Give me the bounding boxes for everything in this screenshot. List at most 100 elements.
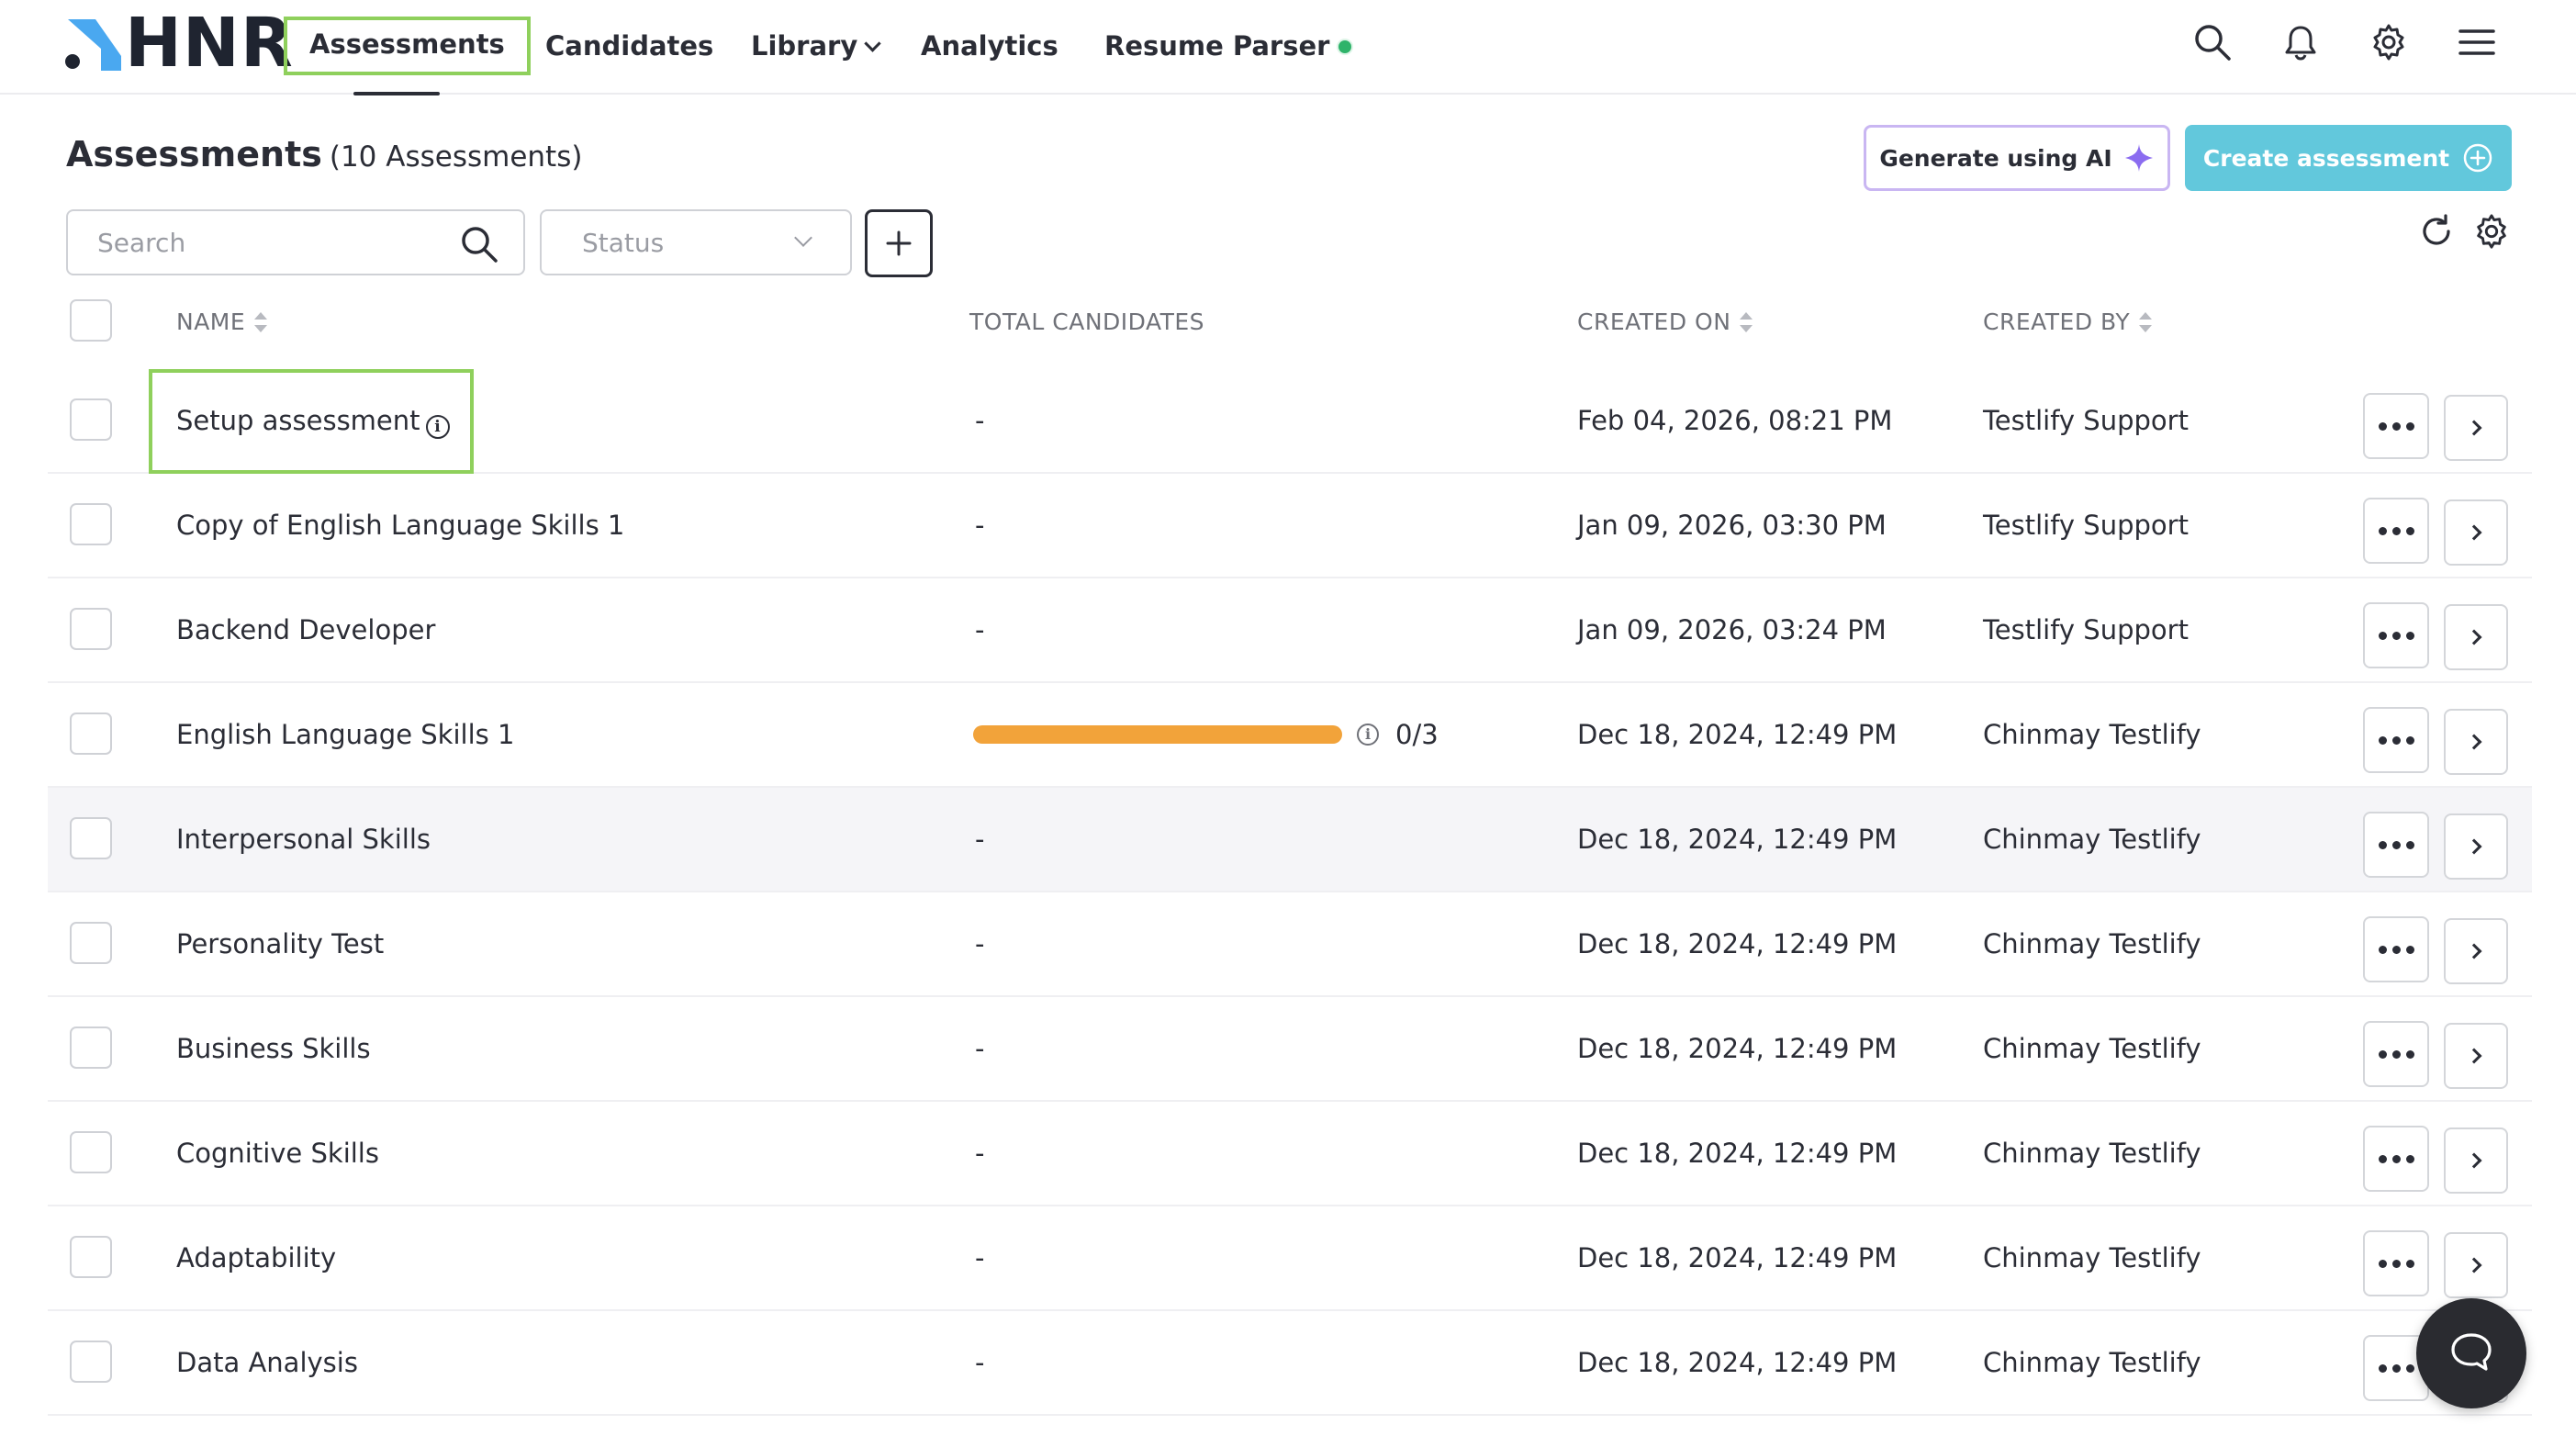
table-row[interactable]: Setup assessment i - Feb 04, 2026, 08:21 … (48, 369, 2532, 474)
chevron-right-icon (2466, 420, 2482, 436)
table-row[interactable]: Cognitive Skills - Dec 18, 2024, 12:49 P… (48, 1102, 2532, 1206)
more-options-button[interactable] (2363, 602, 2429, 668)
support-chat-button[interactable] (2416, 1298, 2526, 1408)
nav-candidates[interactable]: Candidates (545, 30, 714, 62)
search-input[interactable] (97, 227, 446, 258)
page-title-text: Assessments (66, 134, 322, 174)
sort-icon (1740, 312, 1753, 332)
table-row[interactable]: Interpersonal Skills - Dec 18, 2024, 12:… (48, 788, 2532, 892)
more-options-button[interactable] (2363, 916, 2429, 982)
created-by: Chinmay Testlify (1983, 928, 2201, 959)
total-candidates: - (975, 928, 985, 959)
chevron-right-icon (2466, 629, 2482, 645)
more-options-button[interactable] (2363, 707, 2429, 773)
column-name-label: NAME (176, 309, 246, 335)
row-checkbox[interactable] (70, 398, 112, 441)
column-header-total: TOTAL CANDIDATES (969, 309, 1205, 335)
assessment-name[interactable]: Cognitive Skills (176, 1138, 379, 1169)
assessment-name[interactable]: Copy of English Language Skills 1 (176, 510, 625, 541)
progress-bar (973, 725, 1342, 744)
nav-analytics[interactable]: Analytics (921, 30, 1058, 62)
logo-mark-icon (65, 19, 121, 71)
created-by: Testlify Support (1983, 614, 2189, 645)
chevron-right-icon (2466, 734, 2482, 750)
gear-icon[interactable] (2365, 18, 2413, 66)
created-by: Chinmay Testlify (1983, 1347, 2201, 1378)
table-row[interactable]: Backend Developer - Jan 09, 2026, 03:24 … (48, 578, 2532, 683)
row-checkbox[interactable] (70, 1027, 112, 1069)
create-assessment-label: Create assessment (2202, 144, 2450, 172)
info-icon[interactable]: i (425, 415, 450, 439)
row-checkbox[interactable] (70, 1131, 112, 1173)
assessment-name[interactable]: Business Skills (176, 1033, 371, 1064)
column-header-created-by[interactable]: CREATED BY (1983, 309, 2153, 335)
page-title: Assessments (10 Assessments) (66, 134, 582, 174)
row-checkbox[interactable] (70, 922, 112, 964)
assessment-name[interactable]: Personality Test (176, 928, 385, 959)
search-icon[interactable] (459, 224, 499, 264)
open-assessment-button[interactable] (2444, 1232, 2508, 1298)
logo[interactable]: HNR (64, 9, 294, 77)
table-row[interactable]: Business Skills - Dec 18, 2024, 12:49 PM… (48, 997, 2532, 1102)
table-row[interactable]: Copy of English Language Skills 1 - Jan … (48, 474, 2532, 578)
create-assessment-button[interactable]: Create assessment (2185, 125, 2512, 191)
assessment-name[interactable]: Setup assessment i (176, 369, 450, 472)
column-header-name[interactable]: NAME (176, 309, 268, 335)
more-options-button[interactable] (2363, 1126, 2429, 1192)
more-options-button[interactable] (2363, 1230, 2429, 1296)
table-row[interactable]: English Language Skills 1 i 0/3 Dec 18, … (48, 683, 2532, 788)
open-assessment-button[interactable] (2444, 1127, 2508, 1194)
open-assessment-button[interactable] (2444, 604, 2508, 670)
bell-icon[interactable] (2277, 18, 2324, 66)
table-settings-icon[interactable] (2470, 209, 2514, 253)
more-options-button[interactable] (2363, 393, 2429, 459)
menu-icon[interactable] (2453, 18, 2501, 66)
status-select[interactable]: Status (540, 209, 852, 275)
nav-assessments[interactable]: Assessments (284, 17, 531, 75)
row-checkbox[interactable] (70, 608, 112, 650)
open-assessment-button[interactable] (2444, 918, 2508, 984)
more-options-button[interactable] (2363, 498, 2429, 564)
table-row[interactable]: Personality Test - Dec 18, 2024, 12:49 P… (48, 892, 2532, 997)
created-on: Feb 04, 2026, 08:21 PM (1577, 405, 1893, 436)
row-checkbox[interactable] (70, 712, 112, 755)
nav-library[interactable]: Library (751, 18, 881, 73)
plus-icon (886, 230, 912, 256)
assessment-name[interactable]: Data Analysis (176, 1347, 358, 1378)
progress-count: 0/3 (1395, 719, 1439, 750)
open-assessment-button[interactable] (2444, 709, 2508, 775)
total-candidates: - (975, 1242, 985, 1273)
row-checkbox[interactable] (70, 503, 112, 545)
assessment-name[interactable]: Backend Developer (176, 614, 436, 645)
chevron-right-icon (2466, 524, 2482, 541)
column-created-by-label: CREATED BY (1983, 309, 2131, 335)
more-options-button[interactable] (2363, 1021, 2429, 1087)
open-assessment-button[interactable] (2444, 813, 2508, 880)
total-candidates: - (975, 1033, 985, 1064)
column-header-created-on[interactable]: CREATED ON (1577, 309, 1753, 335)
open-assessment-button[interactable] (2444, 395, 2508, 461)
nav-resume-parser[interactable]: Resume Parser (1104, 18, 1352, 73)
row-checkbox[interactable] (70, 1341, 112, 1383)
assessment-name[interactable]: English Language Skills 1 (176, 719, 515, 750)
open-assessment-button[interactable] (2444, 1023, 2508, 1089)
row-checkbox[interactable] (70, 817, 112, 859)
assessment-name[interactable]: Adaptability (176, 1242, 337, 1273)
total-candidates: - (975, 510, 985, 541)
generate-ai-button[interactable]: Generate using AI (1864, 125, 2170, 191)
select-all-checkbox[interactable] (70, 299, 112, 342)
more-options-button[interactable] (2363, 812, 2429, 878)
created-on: Jan 09, 2026, 03:24 PM (1577, 614, 1887, 645)
info-icon[interactable]: i (1357, 724, 1379, 746)
assessment-name[interactable]: Interpersonal Skills (176, 824, 431, 855)
table-row[interactable]: Adaptability - Dec 18, 2024, 12:49 PM Ch… (48, 1206, 2532, 1311)
table-row[interactable]: Data Analysis - Dec 18, 2024, 12:49 PM C… (48, 1311, 2532, 1416)
open-assessment-button[interactable] (2444, 499, 2508, 566)
row-checkbox[interactable] (70, 1236, 112, 1278)
chat-bubble-icon (2451, 1333, 2492, 1371)
add-filter-button[interactable] (865, 209, 933, 277)
created-on: Dec 18, 2024, 12:49 PM (1577, 719, 1898, 750)
refresh-icon[interactable] (2414, 209, 2458, 253)
search-icon[interactable] (2189, 18, 2236, 66)
created-by: Chinmay Testlify (1983, 1242, 2201, 1273)
